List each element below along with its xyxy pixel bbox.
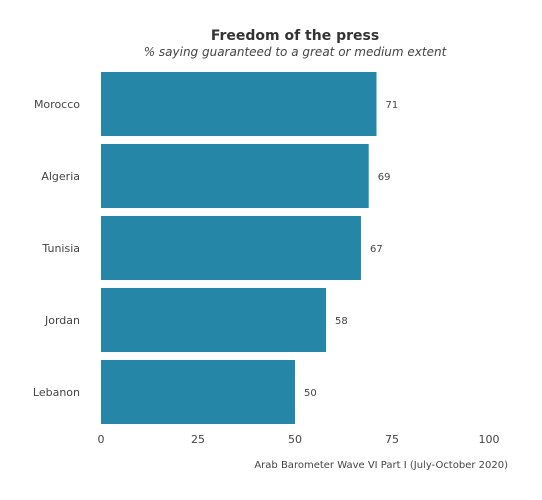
- chart-title: Freedom of the press: [210, 28, 380, 44]
- bar-lebanon: [101, 360, 295, 424]
- x-tick-label-100: 100: [479, 433, 500, 446]
- data-label-morocco: 71: [385, 100, 398, 111]
- data-label-algeria: 69: [378, 172, 391, 183]
- x-tick-label-25: 25: [191, 433, 205, 446]
- bar-morocco: [101, 72, 377, 136]
- data-label-tunisia: 67: [370, 244, 383, 255]
- data-label-jordan: 58: [335, 316, 348, 327]
- category-label-lebanon: Lebanon: [33, 386, 80, 399]
- bar-tunisia: [101, 216, 361, 280]
- category-label-morocco: Morocco: [34, 98, 80, 111]
- chart-caption: Arab Barometer Wave VI Part I (July-Octo…: [254, 460, 508, 471]
- category-label-jordan: Jordan: [44, 314, 80, 327]
- category-label-tunisia: Tunisia: [41, 242, 80, 255]
- x-tick-label-50: 50: [288, 433, 302, 446]
- x-tick-label-0: 0: [98, 433, 105, 446]
- bar-jordan: [101, 288, 327, 352]
- x-tick-label-75: 75: [385, 433, 399, 446]
- chart-subtitle: % saying guaranteed to a great or medium…: [143, 45, 447, 59]
- bar-algeria: [101, 144, 369, 208]
- category-label-algeria: Algeria: [41, 170, 80, 183]
- data-label-lebanon: 50: [304, 388, 317, 399]
